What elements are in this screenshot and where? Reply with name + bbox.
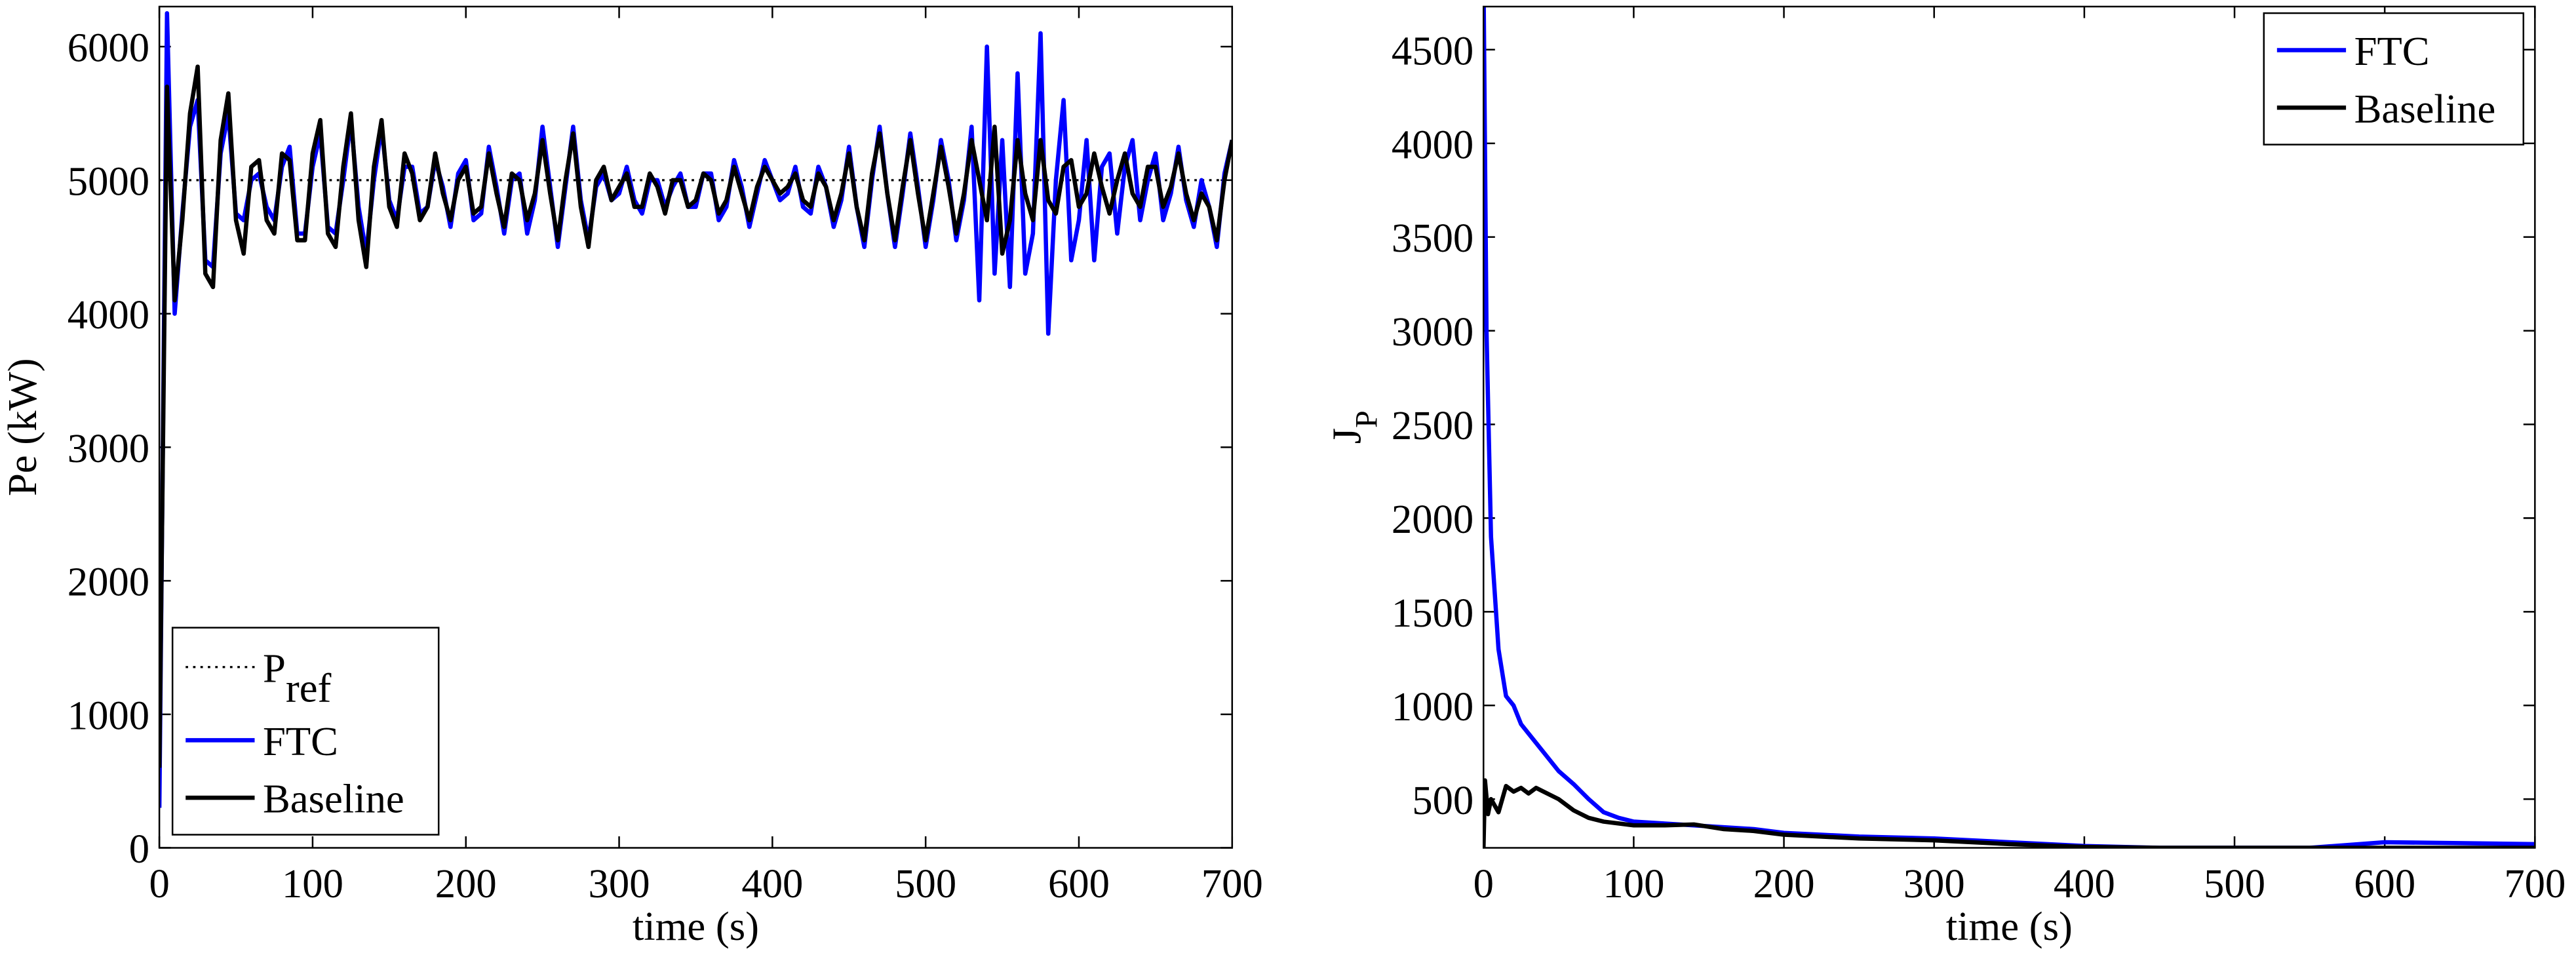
y-axis-label: Pe (kW): [0, 359, 45, 497]
y-tick-label: 2000: [68, 559, 149, 605]
axes-box: [158, 5, 1234, 849]
y-tick-label: 3000: [68, 425, 149, 471]
plot-area: [159, 10, 1232, 808]
y-tick-label: 5000: [68, 158, 149, 204]
y-tick-label: 1500: [1392, 590, 1473, 636]
axes-box: [1483, 5, 2536, 849]
legend-label: FTC: [263, 718, 338, 764]
series-line: [1483, 778, 2535, 848]
series-line: [1483, 7, 2535, 848]
x-tick-label: 500: [895, 861, 956, 906]
legend-label-main: FTC: [263, 718, 338, 764]
y-tick-label: 1000: [1392, 684, 1473, 729]
x-tick-label: 400: [741, 861, 803, 906]
y-tick-label: 3500: [1392, 215, 1473, 261]
x-axis-label: time (s): [1946, 903, 2073, 949]
y-tick-label: 500: [1412, 777, 1473, 823]
y-tick-label: 4500: [1392, 28, 1473, 73]
x-tick-label: 600: [1048, 861, 1110, 906]
legend-label: FTC: [2354, 28, 2430, 74]
chart: 0 100 200 300 400 500 600 700 500 1000 1500 2000 250…: [1323, 5, 2566, 949]
legend-label: Baseline: [263, 776, 404, 822]
x-tick-label: 100: [282, 861, 343, 906]
x-tick-label: 600: [2354, 861, 2415, 906]
y-tick-label: 4000: [68, 292, 149, 338]
x-tick-label: 100: [1603, 861, 1664, 906]
x-tick-label: 400: [2054, 861, 2115, 906]
legend-label-sub: ref: [286, 665, 332, 710]
x-axis-label: time (s): [633, 903, 759, 949]
y-axis-label: JP: [1323, 410, 1384, 444]
legend-label: Pref: [263, 645, 332, 710]
legend-label-main: Baseline: [2354, 86, 2496, 132]
y-tick-label: 0: [129, 826, 149, 872]
legend-label: Baseline: [2354, 86, 2496, 132]
y-tick-label: 1000: [68, 692, 149, 738]
x-tick-label: 300: [1903, 861, 1965, 906]
x-tick-label: 0: [1473, 861, 1494, 906]
legend-box: [171, 627, 440, 836]
x-tick-label: 700: [2504, 861, 2566, 906]
y-axis-label-main: Pe (kW): [0, 359, 45, 497]
legend-label-main: Baseline: [263, 776, 404, 822]
y-tick-label: 2000: [1392, 496, 1473, 542]
legend-label-main: P: [263, 645, 286, 691]
x-tick-label: 700: [1201, 861, 1263, 906]
y-axis-label-sub: P: [1350, 410, 1384, 427]
series-line: [159, 64, 1232, 768]
legend: FTC Baseline: [2263, 12, 2525, 146]
x-tick-label: 200: [435, 861, 497, 906]
x-tick-label: 500: [2204, 861, 2265, 906]
x-tick-label: 0: [149, 861, 169, 906]
legend-box: [2263, 12, 2525, 146]
y-tick-label: 6000: [68, 25, 149, 71]
y-tick-label: 4000: [1392, 121, 1473, 167]
legend-label-main: FTC: [2354, 28, 2430, 74]
chart: 0 100 200 300 400 500 600 700 0 1000 2000 3000 4000 5…: [0, 5, 1263, 949]
legend: Pref FTC Baseline: [171, 627, 440, 836]
y-axis-label-main: J: [1323, 428, 1369, 444]
x-tick-label: 300: [589, 861, 650, 906]
y-tick-label: 3000: [1392, 309, 1473, 355]
y-tick-label: 2500: [1392, 402, 1473, 448]
x-tick-label: 200: [1753, 861, 1815, 906]
